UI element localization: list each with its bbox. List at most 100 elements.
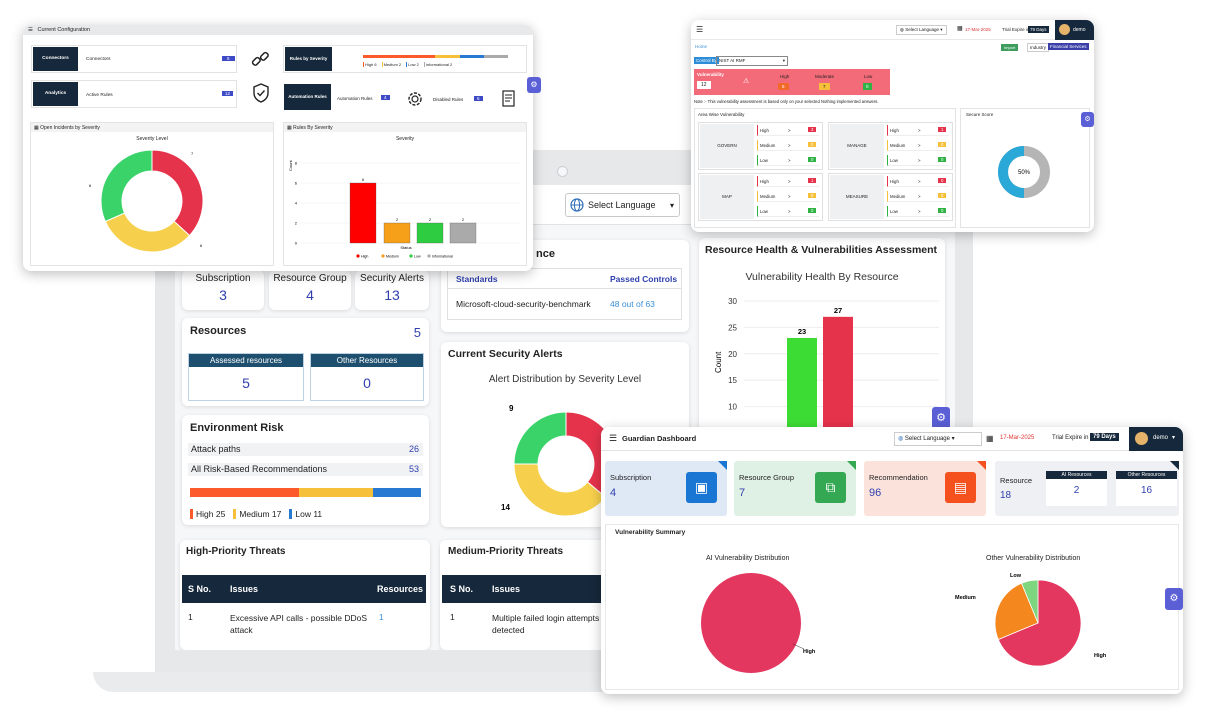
automation-rules-button[interactable]: Automation Rules (284, 84, 331, 110)
corner-marker (977, 461, 986, 470)
globe-icon: ◍ (898, 436, 904, 442)
guardian-card-value: 96 (869, 487, 882, 499)
chevron-right-icon: > (788, 128, 791, 133)
other-resources-label: Other Resources (1116, 471, 1177, 479)
guardian-language-select[interactable]: ◍ Select Language ▾ (894, 432, 982, 446)
area-row: Low >0 (757, 206, 819, 217)
menu-icon[interactable]: ☰ (609, 433, 618, 443)
ai-user-menu[interactable]: demo (1055, 20, 1094, 40)
assistant-button[interactable]: ⚙ (1081, 112, 1094, 127)
rules-bar-label-2: 2 (429, 218, 431, 222)
environment-risk-card: Environment Risk Attack paths 26 All Ris… (182, 415, 429, 525)
chevron-right-icon: > (918, 143, 921, 148)
guardian-user-name: demo (1153, 435, 1169, 441)
automation-rules-value: 4 (381, 95, 390, 100)
globe-icon (570, 198, 584, 212)
legend-high: High 6 (363, 62, 377, 67)
corner-marker (847, 461, 856, 470)
severity-bar-low (460, 55, 484, 58)
stat-card-resource-group[interactable]: Resource Group 4 (269, 270, 351, 310)
other-pie-label-high: High (1094, 653, 1107, 659)
corner-marker (1170, 461, 1179, 470)
assessed-resources-button[interactable]: Assessed resources 5 (188, 353, 304, 401)
ai-language-select[interactable]: ◍ Select Language ▾ (896, 25, 947, 35)
connectors-button[interactable]: Connectors (33, 47, 78, 71)
row-issue: Multiple failed login attempts detected (492, 613, 600, 635)
vuln-high-value: 5 (778, 83, 789, 90)
table-row[interactable]: 1 Multiple failed login attempts detecte… (442, 610, 688, 640)
row-resources-link[interactable]: 1 (379, 612, 384, 622)
other-resources-button[interactable]: Other Resources 0 (310, 353, 424, 401)
ai-resources-box[interactable]: AI Resources 2 (1046, 471, 1107, 506)
area-row-value: 3 (808, 127, 817, 132)
area-row: Medium >0 (887, 191, 949, 202)
vuln-moderate-value: 7 (819, 83, 830, 90)
area-row: Medium >0 (757, 191, 819, 202)
guardian-card-subscription[interactable]: Subscription 4 ▣ (605, 461, 727, 516)
industry-value[interactable]: Financial Services (1048, 43, 1089, 50)
area-card-manage[interactable]: MANAGE High >1 Medium >0 Low >0 (828, 122, 953, 170)
risk-row-attack-paths[interactable]: Attack paths 26 (188, 443, 423, 456)
assistant-button[interactable]: ⚙ (527, 77, 541, 93)
chevron-right-icon: > (918, 209, 921, 214)
analytics-button[interactable]: Analytics (33, 82, 78, 106)
stat-card-security-alerts[interactable]: Security Alerts 13 (355, 270, 429, 310)
risk-row-recommendations[interactable]: All Risk-Based Recommendations 53 (188, 463, 423, 476)
guardian-date: 17-Mar-2025 (1000, 435, 1035, 441)
guardian-card-resource-group[interactable]: Resource Group 7 ⧉ (734, 461, 856, 516)
guardian-topbar: ☰ Guardian Dashboard ◍ Select Language ▾… (601, 427, 1183, 451)
area-name: MEASURE (830, 175, 884, 219)
rules-by-severity-button[interactable]: Rules by Severity (285, 47, 332, 71)
ai-topbar: ☰ ◍ Select Language ▾ ▦ 17-Mar-2025 Tria… (691, 20, 1094, 40)
area-name: GOVERN (700, 124, 754, 168)
rules-bar-2 (416, 222, 444, 244)
menu-icon: ☰ (28, 27, 33, 33)
rules-bar-label-0: 6 (362, 178, 364, 182)
guardian-card-label: Subscription (610, 473, 652, 482)
other-resources-value: 16 (1140, 485, 1153, 496)
legend-high: High (361, 255, 368, 259)
rules-severity-title: Rules By Severity (293, 125, 333, 131)
area-row-label: High (760, 128, 769, 133)
area-row-value: 0 (938, 178, 947, 183)
guardian-card-recommendation[interactable]: Recommendation 96 ▤ (864, 461, 986, 516)
configuration-header: ☰ Current Configuration (23, 25, 533, 35)
calendar-icon: ▦ (986, 434, 994, 443)
area-card-govern[interactable]: GOVERN High >3 Medium >0 Low >0 (698, 122, 823, 170)
assistant-button[interactable]: ⚙ (932, 407, 950, 429)
language-select[interactable]: Select Language ▾ (565, 193, 680, 217)
guardian-card-resource[interactable]: Resource 18 AI Resources 2 Other Resourc… (995, 461, 1179, 516)
risk-row-label: All Risk-Based Recommendations (191, 464, 328, 474)
connectors-value: 5 (222, 56, 235, 61)
menu-icon[interactable]: ☰ (696, 25, 704, 34)
area-row-value: 1 (938, 127, 947, 132)
area-row: Medium >0 (757, 140, 819, 151)
area-row-value: 0 (938, 157, 947, 162)
area-row-label: High (890, 128, 899, 133)
health-bar-0 (787, 337, 817, 438)
open-incidents-title: Open Incidents by Severity (40, 125, 100, 131)
control-by-select[interactable]: NIST AI RMF ▾ (716, 56, 788, 66)
other-pie-label-low: Low (1010, 573, 1022, 579)
area-row-value: 0 (938, 193, 947, 198)
area-card-measure[interactable]: MEASURE High >0 Medium >0 Low >0 (828, 173, 953, 221)
stat-label: Subscription (195, 273, 251, 284)
guardian-user-menu[interactable]: demo ▾ (1129, 427, 1183, 451)
config-row-rules-severity: Rules by Severity High 6 Medium 2 Low 2 … (283, 45, 527, 73)
import-button[interactable]: Import (1001, 44, 1019, 51)
other-resources-box[interactable]: Other Resources 16 (1116, 471, 1177, 506)
rules-xlabel: Status (400, 245, 411, 250)
passed-controls-link[interactable]: 48 out of 63 (610, 299, 655, 309)
active-rules-value: 12 (222, 91, 234, 96)
breadcrumb-home[interactable]: Home (695, 44, 708, 49)
corner-marker (718, 461, 727, 470)
table-row[interactable]: 1 Excessive API calls - possible DDoS at… (182, 610, 426, 640)
risk-bar-low (373, 488, 421, 497)
area-name: MANAGE (830, 124, 884, 168)
health-chart-title: Vulnerability Health By Resource (745, 271, 899, 283)
industry-label: Industry (1027, 43, 1050, 52)
stat-card-subscription[interactable]: Subscription 3 (182, 270, 264, 310)
security-alerts-title: Current Security Alerts (448, 348, 563, 360)
area-card-map[interactable]: MAP High >1 Medium >0 Low >0 (698, 173, 823, 221)
assistant-button[interactable]: ⚙ (1165, 588, 1183, 610)
